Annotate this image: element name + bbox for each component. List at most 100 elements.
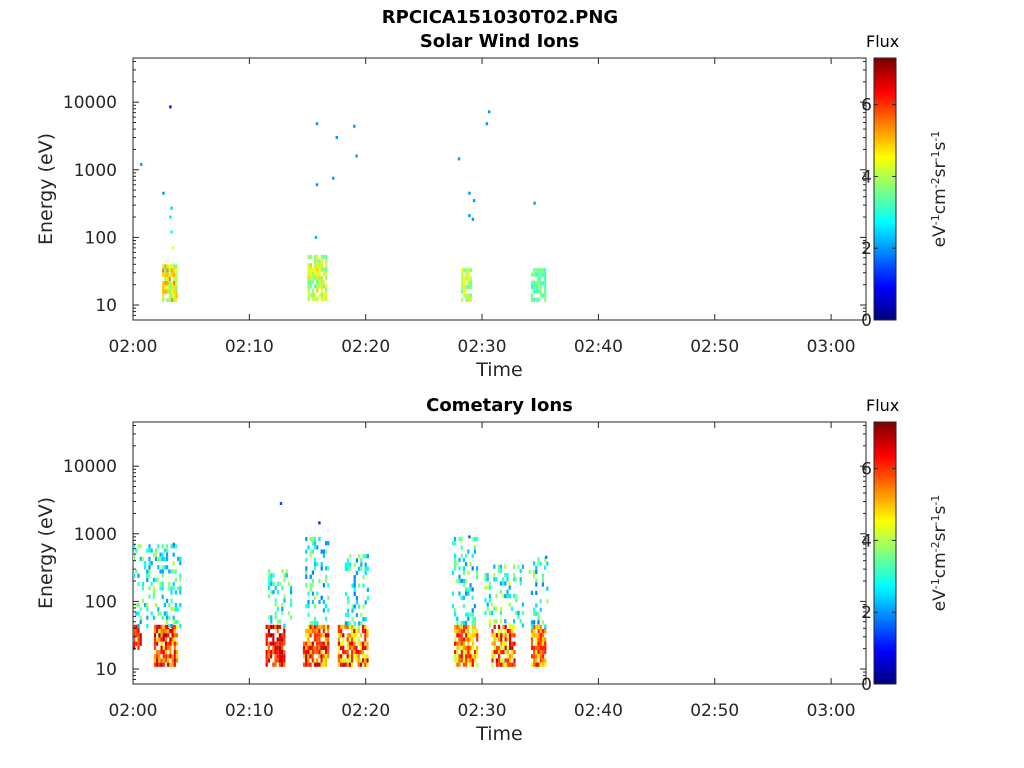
colorbar-segment <box>874 108 896 111</box>
flux-cell <box>162 293 165 298</box>
colorbar-segment <box>874 640 896 643</box>
flux-cell <box>509 662 512 667</box>
flux-cell <box>314 595 317 600</box>
flux-cell <box>530 280 534 285</box>
flux-cell <box>175 276 178 282</box>
flux-cell <box>327 641 330 646</box>
flux-cell <box>314 275 317 281</box>
flux-cell <box>309 263 312 268</box>
flux-cell <box>265 658 268 663</box>
colorbar-segment <box>874 99 896 103</box>
colorbar-segment <box>874 439 896 443</box>
colorbar-segment <box>874 681 896 685</box>
flux-cell <box>484 577 487 582</box>
flux-cell <box>353 587 356 592</box>
colorbar-segment <box>874 276 896 279</box>
flux-cell <box>324 637 328 642</box>
flux-cell <box>476 637 479 642</box>
flux-cell <box>541 633 545 638</box>
flux-cell <box>348 641 351 646</box>
flux-cell <box>179 603 182 608</box>
flux-cell <box>467 268 470 273</box>
flux-cell <box>318 645 321 650</box>
flux-cell <box>311 570 314 575</box>
flux-cell <box>325 292 328 297</box>
flux-cell <box>174 577 177 582</box>
flux-cell <box>486 573 489 578</box>
flux-cell <box>167 641 170 646</box>
flux-cell <box>276 645 279 650</box>
flux-cell <box>467 629 470 634</box>
flux-cell <box>506 637 509 642</box>
y-tick-label: 1000 <box>74 161 117 181</box>
flux-cell <box>353 583 356 588</box>
colorbar-segment <box>874 110 896 113</box>
flux-cell <box>349 562 352 567</box>
flux-cell <box>351 608 354 613</box>
colorbar-segment <box>874 228 896 231</box>
flux-cell <box>491 641 494 646</box>
colorbar-segment <box>874 271 896 275</box>
flux-cell <box>528 569 531 574</box>
colorbar-segment <box>874 88 896 92</box>
flux-cell <box>325 259 328 264</box>
flux-cell <box>173 662 176 667</box>
flux-cell <box>173 624 176 629</box>
flux-cell <box>541 645 545 650</box>
flux-cell <box>276 629 279 634</box>
flux-cell <box>163 603 166 608</box>
flux-cell <box>162 268 165 273</box>
flux-point <box>468 191 471 195</box>
flux-cell <box>340 629 343 634</box>
flux-cell <box>311 292 315 297</box>
flux-cell <box>274 645 277 650</box>
flux-cell <box>314 263 317 268</box>
flux-cell <box>344 612 347 618</box>
colorbar-segment <box>874 476 896 480</box>
flux-cell <box>309 662 312 667</box>
flux-cell <box>316 267 319 272</box>
flux-cell <box>491 610 494 615</box>
flux-cell <box>175 654 179 659</box>
flux-cell <box>537 561 540 566</box>
colorbar-segment <box>874 182 896 186</box>
flux-cell <box>316 562 319 567</box>
flux-cell <box>314 267 317 272</box>
y-tick-label: 10 <box>95 660 117 680</box>
colorbar-segment <box>874 553 896 556</box>
flux-point <box>335 136 338 139</box>
colorbar-segment <box>874 638 896 641</box>
flux-cell <box>541 658 545 663</box>
x-axis-label: Time <box>475 723 523 745</box>
flux-cell <box>270 654 273 659</box>
colorbar-segment <box>874 300 896 303</box>
flux-cell <box>171 662 174 667</box>
flux-cell <box>513 633 516 638</box>
x-tick-label: 02:20 <box>341 701 390 721</box>
flux-cell <box>541 654 545 659</box>
flux-cell <box>287 611 290 616</box>
flux-cell <box>353 637 356 642</box>
y-axis-label: Energy (eV) <box>35 497 57 609</box>
flux-cell <box>347 608 350 613</box>
flux-cell <box>546 586 549 591</box>
flux-cell <box>135 569 138 574</box>
flux-cell <box>362 650 365 655</box>
flux-cell <box>137 633 140 638</box>
flux-cell <box>168 285 171 290</box>
flux-cell <box>141 586 144 591</box>
flux-cell <box>276 641 279 646</box>
flux-cell <box>173 268 176 273</box>
colorbar-segment <box>874 675 896 678</box>
flux-cell <box>168 582 171 587</box>
flux-cell <box>504 658 507 663</box>
flux-cell <box>325 616 328 621</box>
flux-cell <box>539 607 542 612</box>
flux-cell <box>316 296 319 302</box>
flux-cell <box>535 641 538 646</box>
flux-cell <box>456 578 459 584</box>
flux-cell <box>175 272 178 277</box>
flux-cell <box>458 641 461 646</box>
x-tick-label: 02:40 <box>574 701 623 721</box>
flux-cell <box>309 267 312 272</box>
